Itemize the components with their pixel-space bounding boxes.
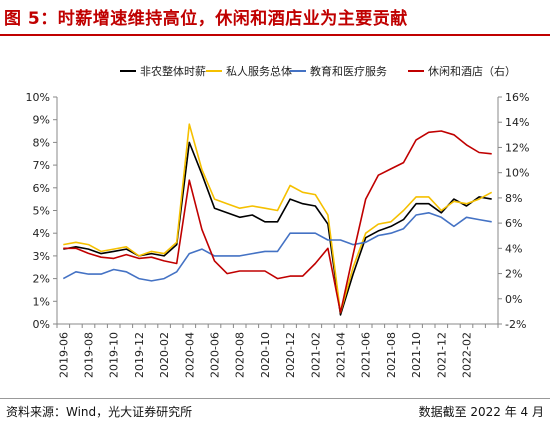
left-tick-label: 4% xyxy=(33,227,50,240)
left-tick-label: 5% xyxy=(33,205,50,218)
series-line-1 xyxy=(63,141,492,316)
data-date-note: 数据截至 2022 年 4 月 xyxy=(418,405,544,419)
line-chart: 非农整体时薪 私人服务总体 教育和医疗服务 休闲和酒店（右） 0% 1% 2% 3% 4% 5%… xyxy=(26,64,530,378)
left-tick-label: 2% xyxy=(33,273,50,286)
chart-series xyxy=(62,123,493,316)
data-source: 资料来源：Wind，光大证券研究所 xyxy=(6,405,193,419)
x-tick-label: 2019-06 xyxy=(57,332,70,378)
chart-legend: 非农整体时薪 私人服务总体 教育和医疗服务 休闲和酒店（右） xyxy=(120,64,516,78)
x-tick-label: 2021-04 xyxy=(335,332,348,378)
left-tick-label: 8% xyxy=(33,136,50,149)
left-tick-label: 10% xyxy=(26,91,50,104)
x-tick-label: 2021-06 xyxy=(360,332,373,378)
right-tick-label: 6% xyxy=(505,217,522,230)
footer-divider xyxy=(0,398,550,399)
right-tick-label: 4% xyxy=(505,242,522,255)
series-line-3 xyxy=(62,212,492,282)
right-tick-label: -2% xyxy=(505,318,526,331)
x-tick-label: 2021-12 xyxy=(435,332,448,378)
x-tick-label: 2019-12 xyxy=(133,332,146,378)
right-tick-label: 12% xyxy=(505,141,529,154)
figure-title: 图 5：时薪增速维持高位，休闲和酒店业为主要贡献 xyxy=(4,9,408,29)
right-tick-label: 8% xyxy=(505,192,522,205)
right-tick-label: 10% xyxy=(505,167,529,180)
right-tick-label: 14% xyxy=(505,116,529,129)
legend-label: 非农整体时薪 xyxy=(140,64,206,78)
left-tick-label: 3% xyxy=(33,250,50,263)
left-tick-label: 7% xyxy=(33,159,50,172)
x-tick-label: 2020-06 xyxy=(209,332,222,378)
left-tick-label: 1% xyxy=(33,295,50,308)
series-line-4 xyxy=(63,130,492,314)
x-tick-label: 2020-04 xyxy=(183,332,196,378)
right-tick-label: 16% xyxy=(505,91,529,104)
series-line-2 xyxy=(63,123,493,314)
x-tick-label: 2021-10 xyxy=(410,332,423,378)
left-tick-label: 0% xyxy=(33,318,50,331)
x-tick-label: 2020-02 xyxy=(158,332,171,378)
left-tick-label: 9% xyxy=(33,114,50,127)
legend-label: 私人服务总体 xyxy=(226,64,292,78)
x-tick-label: 2020-10 xyxy=(259,332,272,378)
right-tick-label: 2% xyxy=(505,268,522,281)
x-tick-label: 2019-08 xyxy=(83,332,96,378)
x-tick-label: 2019-10 xyxy=(108,332,121,378)
right-tick-label: 0% xyxy=(505,293,522,306)
x-tick-label: 2021-08 xyxy=(385,332,398,378)
chart-axes: 0% 1% 2% 3% 4% 5% 6% 7% 8% 9% 10% -2% 0% 2% 4% 6% 8% 10% 1… xyxy=(26,91,530,378)
title-divider xyxy=(0,34,550,36)
legend-label: 教育和医疗服务 xyxy=(310,64,387,78)
x-tick-label: 2020-08 xyxy=(234,332,247,378)
x-tick-label: 2022-02 xyxy=(461,332,474,378)
legend-label: 休闲和酒店（右） xyxy=(428,64,516,78)
left-tick-label: 6% xyxy=(33,182,50,195)
x-tick-label: 2021-02 xyxy=(309,332,322,378)
x-tick-label: 2020-12 xyxy=(284,332,297,378)
